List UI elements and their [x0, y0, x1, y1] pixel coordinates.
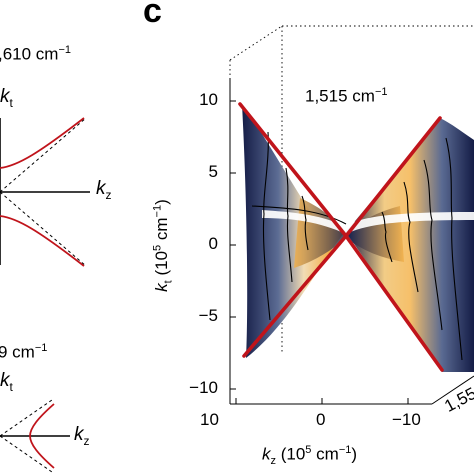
main-freq-sup: −1 — [374, 86, 388, 98]
surface-highlight — [262, 210, 474, 234]
panel-letter: c — [143, 0, 162, 30]
left-top-kz-sub: z — [105, 187, 112, 202]
left-top-freq-sup: −1 — [58, 44, 72, 56]
surface — [242, 104, 474, 372]
left-bottom-kt-sub: t — [9, 379, 13, 394]
top-asymptote-lower — [0, 191, 87, 267]
left-bottom-freq-label: 9 cm−1 — [0, 342, 47, 363]
y-axis-title-units2: cm — [152, 217, 172, 245]
y-tick-marks — [230, 100, 236, 390]
y-axis-title: kt (105 cm−1) — [151, 171, 174, 321]
box-axes — [229, 78, 474, 405]
left-top-freq-label: ,610 cm−1 — [0, 44, 71, 65]
asymptote-left-upper — [238, 102, 348, 238]
top-hyperbola-lower — [0, 215, 85, 267]
left-bottom-kt-main: k — [0, 370, 10, 391]
left-bottom-kt-label: kt — [0, 370, 13, 394]
bottom-asymptote-upper — [0, 399, 53, 437]
y-axis-title-units: (10 — [152, 250, 172, 281]
x-axis-title-close: ) — [351, 444, 358, 464]
y-axis-title-close: ) — [152, 199, 172, 205]
y-axis-title-exp: 5 — [151, 244, 164, 251]
left-top-freq-text: ,610 cm — [0, 44, 59, 64]
main-freq-label: 1,515 cm−1 — [305, 86, 387, 107]
x-axis-title-units: (10 — [276, 444, 306, 464]
left-top-kt-label: kt — [0, 86, 13, 110]
asymptote-left-lower — [242, 234, 348, 358]
x-axis-title: kz (105 cm−1) — [262, 444, 357, 467]
y-tick-label-5: 5 — [208, 162, 218, 181]
left-bottom-freq-sup: −1 — [34, 342, 48, 354]
bottom-hyperbola — [29, 403, 55, 469]
surface-contours — [251, 131, 463, 361]
top-hyperbola-upper — [0, 117, 85, 169]
x-tick-label-0: 0 — [316, 410, 326, 429]
bottom-asymptote-lower — [0, 435, 53, 473]
left-bottom-freq-text: 9 cm — [0, 342, 35, 362]
x-axis-title-exp2: −1 — [338, 444, 352, 456]
x-axis-title-exp: 5 — [305, 444, 312, 456]
left-top-kz-label: kz — [96, 178, 112, 202]
left-bottom-kz-sub: z — [83, 433, 90, 448]
asymptote-right-upper — [344, 116, 442, 238]
y-tick-label-0: 0 — [208, 234, 218, 253]
y-tick-label-neg5: −5 — [198, 306, 218, 325]
left-panel — [0, 117, 90, 473]
left-top-kt-sub: t — [9, 95, 13, 110]
y-axis-title-sub: t — [162, 280, 175, 284]
y-tick-label-neg10: −10 — [189, 378, 218, 397]
left-top-kz-main: k — [96, 178, 106, 199]
y-axis-title-exp2: −1 — [151, 204, 164, 218]
x-tick-marks — [235, 398, 409, 404]
x-tick-label-10: 10 — [200, 410, 219, 429]
y-axis-title-k: k — [152, 283, 172, 292]
x-axis-title-units2: cm — [311, 444, 339, 464]
x-axis-title-k: k — [262, 444, 271, 464]
asymptote-right-lower — [344, 234, 444, 372]
x-tick-label-neg10: −10 — [392, 410, 421, 429]
left-top-kt-main: k — [0, 86, 10, 107]
main-freq-text: 1,515 cm — [305, 86, 375, 106]
top-asymptote-upper — [0, 117, 87, 193]
left-bottom-kz-label: kz — [74, 424, 90, 448]
x-axis-title-sub: z — [270, 455, 277, 468]
left-bottom-kz-main: k — [74, 424, 84, 445]
y-tick-label-10: 10 — [199, 90, 218, 109]
asymptote-lines — [238, 102, 444, 372]
